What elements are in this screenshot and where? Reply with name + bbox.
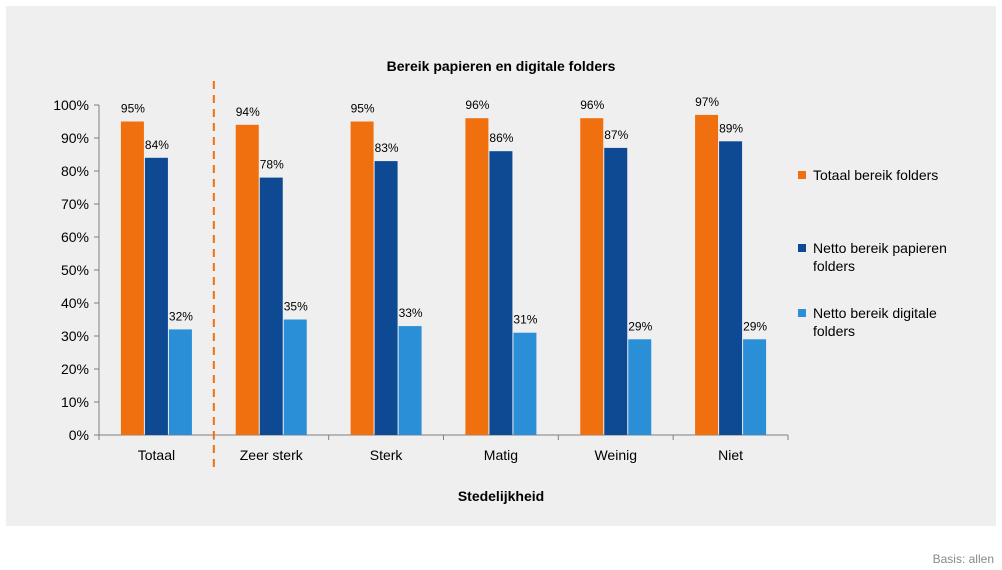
bar-chart: Bereik papieren en digitale folders 0% 10%… — [53, 58, 947, 504]
data-label: 96% — [465, 98, 489, 112]
bar — [120, 121, 144, 435]
y-tick-label: 80% — [61, 163, 89, 179]
data-label: 33% — [399, 306, 423, 320]
x-category-label: Matig — [484, 447, 518, 463]
y-tick-label: 0% — [69, 427, 89, 443]
bar — [513, 332, 537, 435]
legend-label-line: folders — [813, 323, 855, 339]
y-tick-label: 10% — [61, 394, 89, 410]
data-label: 97% — [695, 95, 719, 109]
y-tick-label: 70% — [61, 196, 89, 212]
y-tick-label: 30% — [61, 328, 89, 344]
bar — [628, 339, 652, 435]
legend-label-line: folders — [813, 258, 855, 274]
data-label: 83% — [375, 141, 399, 155]
data-label: 86% — [489, 131, 513, 145]
bar — [350, 121, 374, 435]
data-label: 87% — [604, 128, 628, 142]
data-label: 29% — [628, 319, 652, 333]
y-tick-label: 90% — [61, 130, 89, 146]
bar — [743, 339, 767, 435]
bar — [398, 326, 422, 435]
data-label: 84% — [145, 138, 169, 152]
data-label: 89% — [719, 121, 743, 135]
x-category-label: Sterk — [370, 447, 404, 463]
bar — [283, 319, 307, 435]
data-label: 29% — [743, 319, 767, 333]
chart-title: Bereik papieren en digitale folders — [387, 58, 616, 74]
data-label: 31% — [513, 313, 537, 327]
x-category-label: Weinig — [594, 447, 637, 463]
bar — [144, 157, 168, 436]
bar — [465, 118, 489, 435]
legend-swatch — [798, 171, 806, 179]
bar — [374, 161, 398, 435]
legend-label: Netto bereik papieren folders — [813, 240, 947, 274]
x-axis-title: Stedelijkheid — [458, 488, 544, 504]
data-label: 78% — [260, 158, 284, 172]
data-label: 94% — [236, 105, 260, 119]
bar — [719, 141, 743, 436]
x-category-label: Totaal — [138, 447, 175, 463]
legend-label: Totaal bereik folders — [813, 167, 938, 183]
y-tick-label: 100% — [53, 97, 89, 113]
bar — [235, 124, 259, 436]
chart-panel: Bereik papieren en digitale folders 0% 10%… — [6, 6, 996, 526]
footnote: Basis: allen — [932, 552, 994, 566]
data-label: 95% — [351, 102, 375, 116]
bar — [259, 177, 283, 435]
y-tick-label: 50% — [61, 262, 89, 278]
bar — [580, 118, 604, 435]
data-label: 35% — [284, 300, 308, 314]
legend-swatch — [798, 309, 806, 317]
legend-label-line: Netto bereik papieren — [813, 240, 947, 256]
legend-swatch — [798, 244, 806, 252]
data-label: 96% — [580, 98, 604, 112]
data-label: 32% — [169, 309, 193, 323]
legend-label: Netto bereik digitale folders — [813, 305, 937, 339]
bar — [489, 151, 513, 435]
x-category-label: Zeer sterk — [240, 447, 304, 463]
y-tick-label: 40% — [61, 295, 89, 311]
y-tick-label: 60% — [61, 229, 89, 245]
legend-label-line: Netto bereik digitale — [813, 305, 937, 321]
y-tick-label: 20% — [61, 361, 89, 377]
bar — [695, 114, 719, 436]
x-category-label: Niet — [718, 447, 743, 463]
bar — [604, 147, 628, 435]
data-label: 95% — [121, 102, 145, 116]
bar — [168, 329, 192, 435]
